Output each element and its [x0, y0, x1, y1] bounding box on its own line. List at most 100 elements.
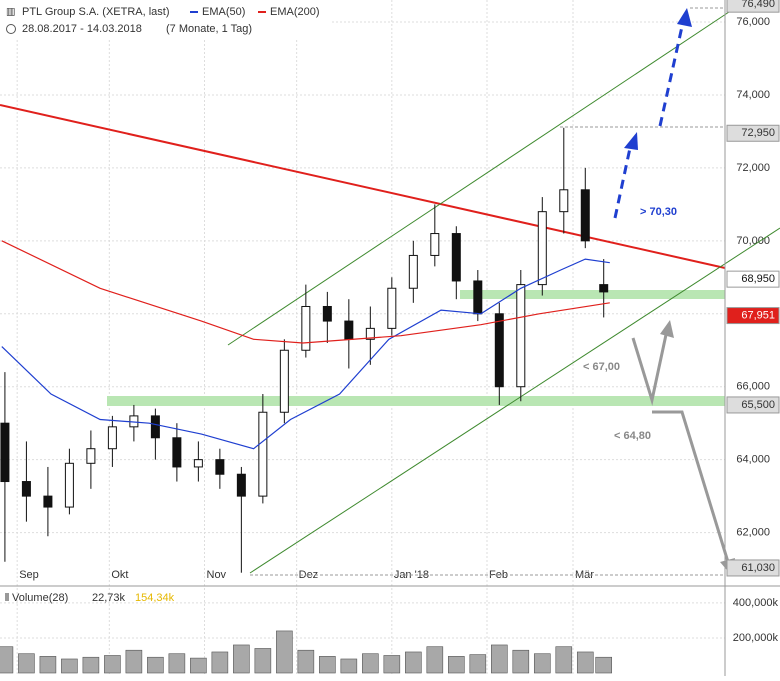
candle-body: [451, 233, 461, 282]
candle-body: [193, 459, 203, 468]
volume-bar: [104, 655, 121, 674]
volume-bar: [362, 653, 379, 674]
ema-line: [1, 240, 610, 344]
candle-body: [580, 189, 590, 242]
volume-bar: [448, 656, 465, 674]
candle-body: [408, 254, 418, 289]
icon: ▥: [6, 7, 15, 18]
candle-body: [387, 287, 397, 329]
volume-bar: [469, 654, 487, 674]
price-label-box: [726, 559, 780, 577]
volume-bar: [383, 655, 401, 674]
arrow-head: [677, 8, 692, 27]
price-label: 61,030: [741, 562, 775, 574]
volume-bar: [405, 651, 422, 674]
volume-bar: [276, 630, 293, 674]
price-label: 67,951: [741, 309, 775, 321]
channel-line: [227, 7, 736, 346]
price-label-box: [726, 0, 780, 13]
volume-bar: [18, 653, 35, 674]
volume-stat: 22,73k: [92, 592, 126, 604]
period: (7 Monate, 1 Tag): [166, 23, 252, 35]
ema-line: [1, 258, 610, 450]
price-labels: 76,490 72,950 68,950 67,951 65,500 61,030: [726, 0, 780, 577]
volume-bar: [61, 658, 78, 674]
volume-bar: [533, 653, 551, 674]
candle-body: [107, 426, 117, 450]
volume-bar: [147, 656, 164, 674]
resistance-line: [0, 104, 726, 269]
legend-swatch: [5, 593, 9, 601]
candle-body: [43, 495, 53, 508]
y-tick-label: 400,000k: [733, 597, 779, 609]
y-tick-label: 62,000: [736, 526, 770, 538]
candle-body: [172, 437, 182, 468]
volume-bar: [595, 656, 613, 674]
volume-stat: 154,34k: [135, 592, 175, 604]
annotation: < 67,00: [583, 361, 620, 373]
volume-bar: [82, 656, 100, 674]
x-tick-label: Mär: [575, 569, 594, 581]
annotation: > 70,30: [640, 206, 677, 218]
y-tick-label: 200,000k: [733, 632, 779, 644]
candle-body: [537, 211, 547, 286]
arrow: [613, 147, 632, 219]
x-tick-label: Okt: [111, 569, 128, 581]
support-zone: [107, 396, 725, 406]
legend-entry: EMA(50): [202, 6, 245, 18]
candle-body: [64, 462, 74, 508]
volume-bar: [190, 657, 207, 674]
price-label: 65,500: [741, 399, 775, 411]
date-range: 28.08.2017 - 14.03.2018: [22, 23, 142, 35]
candle-body: [365, 327, 375, 340]
support-zone: [460, 290, 725, 299]
candle-body: [430, 233, 440, 256]
volume-bar: [576, 651, 594, 674]
price-label: 76,490: [741, 0, 775, 10]
header-bg: [0, 0, 330, 38]
volume-bar: [233, 644, 250, 674]
annotation: < 64,80: [614, 430, 651, 442]
candle-body: [516, 284, 526, 388]
arrow-head: [660, 320, 674, 338]
volume-bar: [555, 646, 573, 674]
candle-body: [599, 284, 609, 293]
volume-bar: [512, 649, 530, 674]
candle-body: [344, 320, 354, 340]
volume-bar: [254, 648, 272, 674]
x-tick-label: Dez: [299, 569, 319, 581]
volume-bar: [491, 644, 508, 674]
price-label-box: [726, 396, 780, 414]
arrow: [658, 21, 685, 127]
candle-body: [215, 459, 225, 475]
candle-body: [150, 415, 160, 439]
plot: [0, 127, 613, 674]
volume-bar: [297, 649, 315, 674]
candle-body: [236, 473, 246, 497]
x-tick-label: Sep: [19, 569, 39, 581]
price-label-box: [726, 270, 780, 288]
candle-body: [21, 481, 31, 497]
candle-body: [301, 305, 311, 351]
candle-body: [279, 349, 289, 413]
y-tick-label: 70,000: [736, 235, 770, 247]
candle-body: [322, 305, 332, 322]
volume-bar: [0, 646, 14, 674]
x-tick-label: Nov: [207, 569, 227, 581]
volume-bar: [340, 658, 358, 674]
title: PTL Group S.A. (XETRA, last): [22, 6, 170, 18]
volume-bar: [39, 656, 57, 674]
channel-line: [249, 227, 780, 574]
volume-bar: [125, 649, 143, 674]
arrow-head: [624, 132, 638, 150]
arrow: [652, 410, 730, 563]
y-tick-label: 76,000: [736, 16, 770, 28]
price-label-box: [726, 124, 780, 142]
candle-body: [473, 280, 483, 315]
price-label: 72,950: [741, 127, 775, 139]
volume-bar: [168, 653, 186, 674]
volume-bar: [426, 646, 444, 674]
legend-entry: EMA(200): [270, 6, 320, 18]
volume-bar: [211, 651, 229, 674]
